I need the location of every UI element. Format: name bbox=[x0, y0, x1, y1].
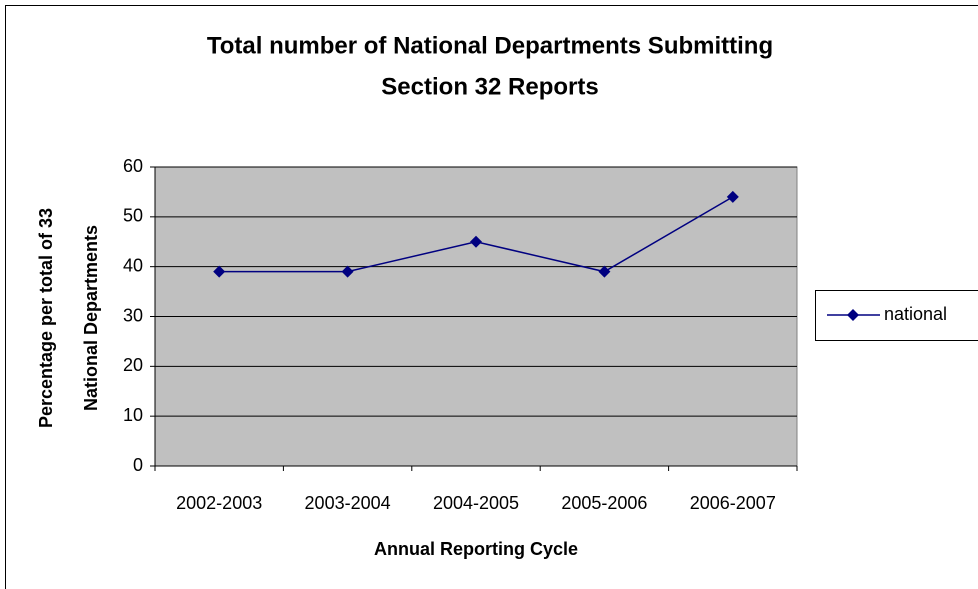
y-axis-label: National Departments bbox=[81, 225, 101, 411]
x-tick-label: 2002-2003 bbox=[176, 493, 262, 513]
data-point bbox=[213, 265, 226, 278]
y-axis-label-group: Percentage per total of 33 National Depa… bbox=[36, 208, 101, 428]
data-point bbox=[341, 265, 354, 278]
y-axis-label: Percentage per total of 33 bbox=[36, 208, 56, 428]
y-tick-label: 60 bbox=[123, 156, 143, 176]
data-point bbox=[598, 265, 611, 278]
legend-marker bbox=[847, 309, 859, 321]
y-tick-label: 30 bbox=[123, 305, 143, 325]
y-tick-label: 20 bbox=[123, 355, 143, 375]
x-tick-label: 2004-2005 bbox=[433, 493, 519, 513]
y-tick-label: 10 bbox=[123, 405, 143, 425]
x-axis-label: Annual Reporting Cycle bbox=[374, 539, 578, 559]
x-tick-label: 2005-2006 bbox=[561, 493, 647, 513]
legend-label: national bbox=[884, 304, 947, 324]
chart-title: Section 32 Reports bbox=[381, 73, 598, 100]
x-tick-label: 2003-2004 bbox=[305, 493, 391, 513]
y-tick-label: 50 bbox=[123, 206, 143, 226]
data-point bbox=[726, 190, 739, 203]
y-tick-label: 40 bbox=[123, 255, 143, 275]
x-tick-label: 2006-2007 bbox=[690, 493, 776, 513]
data-point bbox=[470, 235, 482, 248]
chart-title: Total number of National Departments Sub… bbox=[207, 32, 773, 59]
y-tick-label: 0 bbox=[133, 455, 143, 475]
